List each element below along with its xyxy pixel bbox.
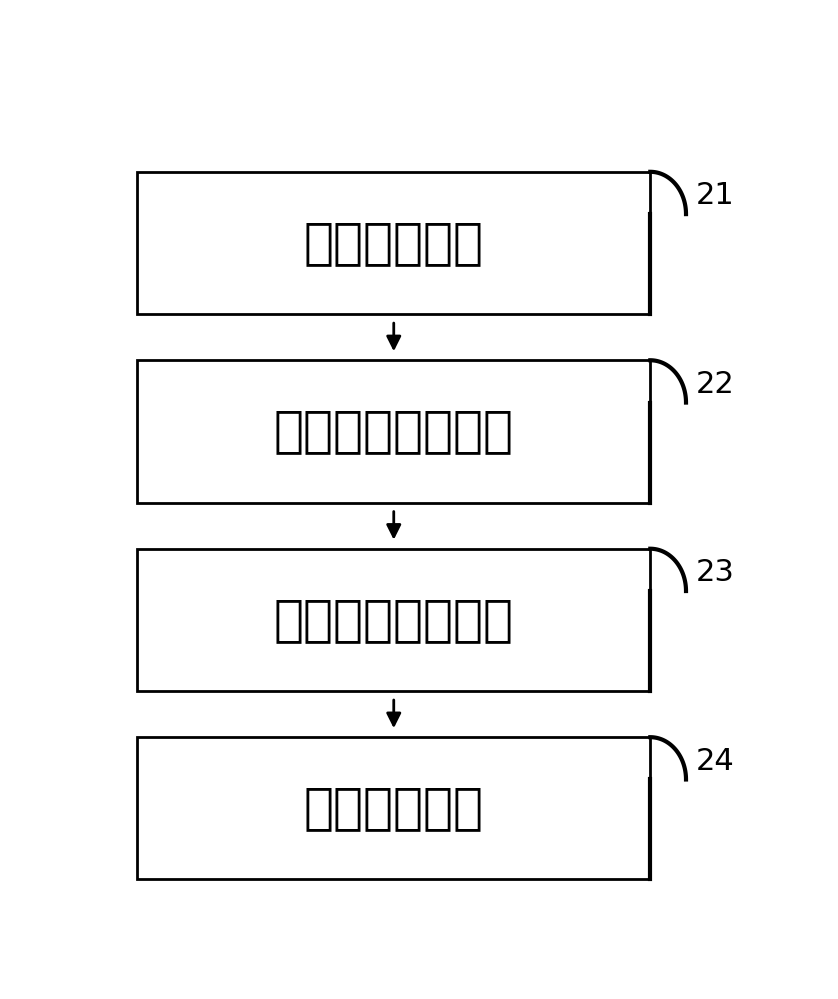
Text: 第一向量构建单元: 第一向量构建单元 — [274, 408, 514, 456]
Text: 23: 23 — [696, 558, 735, 587]
Text: 序列划分单元: 序列划分单元 — [303, 219, 484, 267]
Text: 第二向量构建单元: 第二向量构建单元 — [274, 595, 514, 644]
Bar — [137, 172, 650, 314]
Text: 结果获取单元: 结果获取单元 — [303, 784, 484, 832]
Text: 24: 24 — [696, 746, 734, 775]
Bar — [137, 548, 650, 691]
Bar — [137, 737, 650, 879]
Text: 22: 22 — [696, 370, 734, 399]
Bar — [137, 361, 650, 502]
Text: 21: 21 — [696, 181, 734, 210]
